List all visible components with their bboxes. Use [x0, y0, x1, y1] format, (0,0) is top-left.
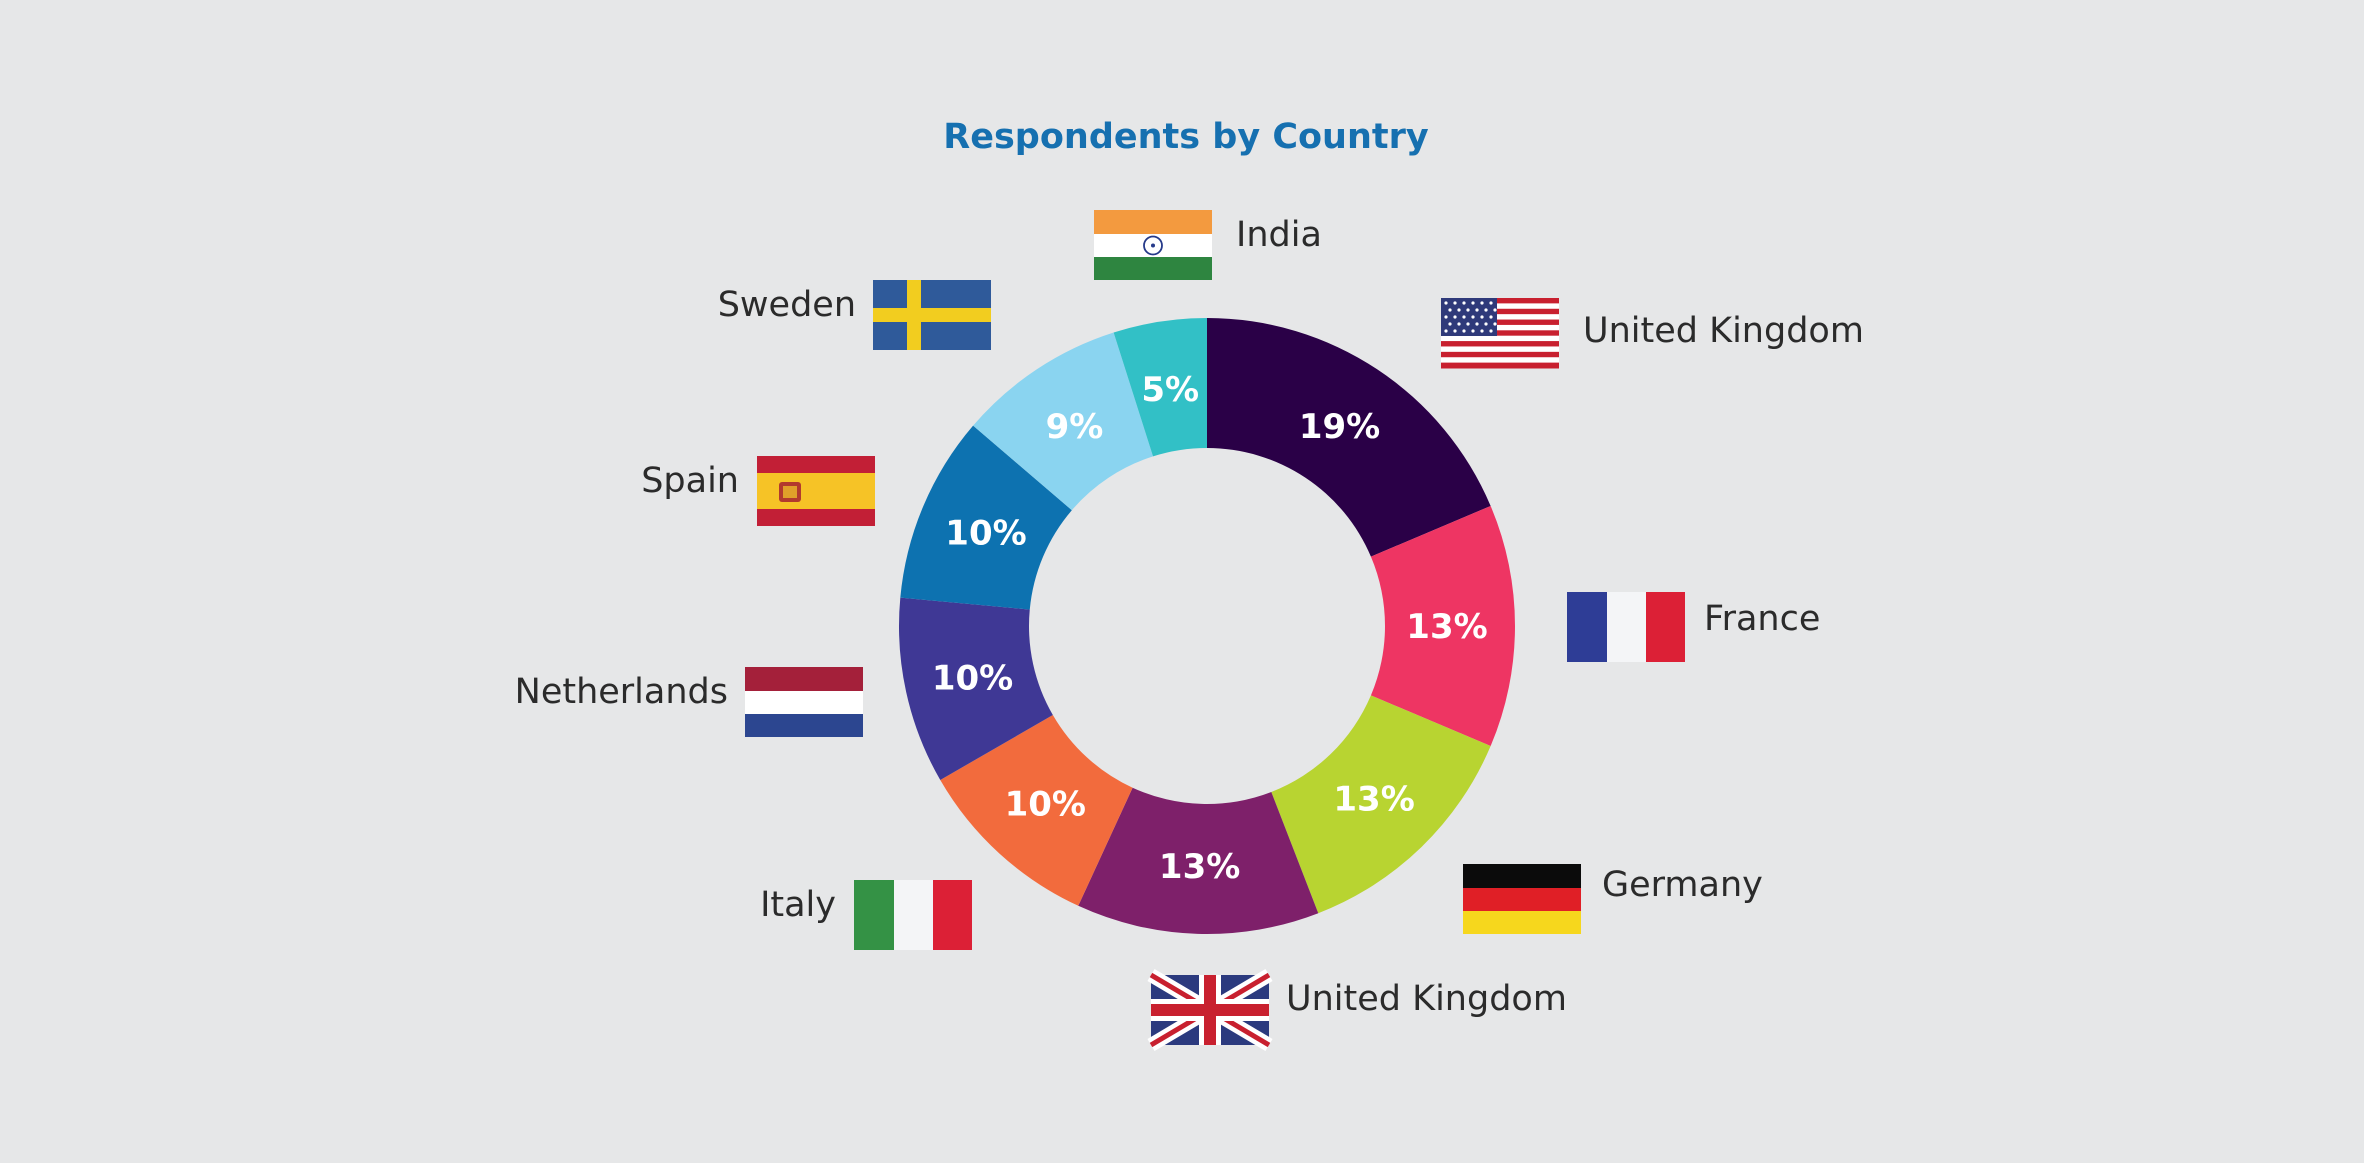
sweden-flag-icon	[873, 280, 991, 350]
slice-label-8: 5%	[1141, 370, 1199, 410]
slice-label-4: 10%	[1005, 784, 1086, 824]
slice-label-7: 9%	[1046, 407, 1104, 447]
slice-7	[973, 332, 1154, 511]
uk-flag-icon	[1147, 968, 1273, 1052]
country-label-6: Spain	[641, 461, 739, 501]
country-label-7: Sweden	[718, 285, 856, 325]
slices-layer	[899, 318, 1515, 934]
spain-flag-icon	[757, 456, 875, 526]
usa-flag-icon	[1441, 298, 1559, 369]
country-legend: United Kingdom France Germany United Kingdo…	[515, 210, 1864, 1052]
slice-6	[900, 425, 1072, 610]
slice-label-1: 13%	[1406, 607, 1487, 647]
france-flag-icon	[1567, 592, 1685, 662]
country-label-8: India	[1236, 215, 1322, 255]
india-flag-icon	[1094, 210, 1212, 280]
country-label-4: Italy	[760, 885, 836, 925]
slice-5	[899, 597, 1053, 780]
slice-label-0: 19%	[1299, 407, 1380, 447]
slice-label-5: 10%	[932, 658, 1013, 698]
netherlands-flag-icon	[745, 667, 863, 737]
slice-label-3: 13%	[1159, 847, 1240, 887]
country-label-5: Netherlands	[515, 672, 728, 712]
slice-2	[1271, 695, 1491, 914]
slice-8	[1113, 318, 1207, 457]
slice-4	[940, 715, 1133, 906]
slice-3	[1078, 787, 1319, 934]
slice-label-6: 10%	[945, 513, 1026, 553]
country-label-0: United Kingdom	[1583, 311, 1864, 351]
country-label-3: United Kingdom	[1286, 979, 1567, 1019]
percent-labels: 19% 13% 13% 13% 10% 10% 10% 9% 5%	[932, 370, 1488, 887]
country-label-1: France	[1704, 599, 1820, 639]
germany-flag-icon	[1463, 864, 1581, 934]
italy-flag-icon	[854, 880, 972, 950]
chart-title: Respondents by Country	[943, 117, 1429, 157]
slice-label-2: 13%	[1333, 779, 1414, 819]
country-label-2: Germany	[1602, 865, 1763, 905]
slice-0	[1207, 318, 1491, 557]
slice-1	[1370, 505, 1515, 747]
